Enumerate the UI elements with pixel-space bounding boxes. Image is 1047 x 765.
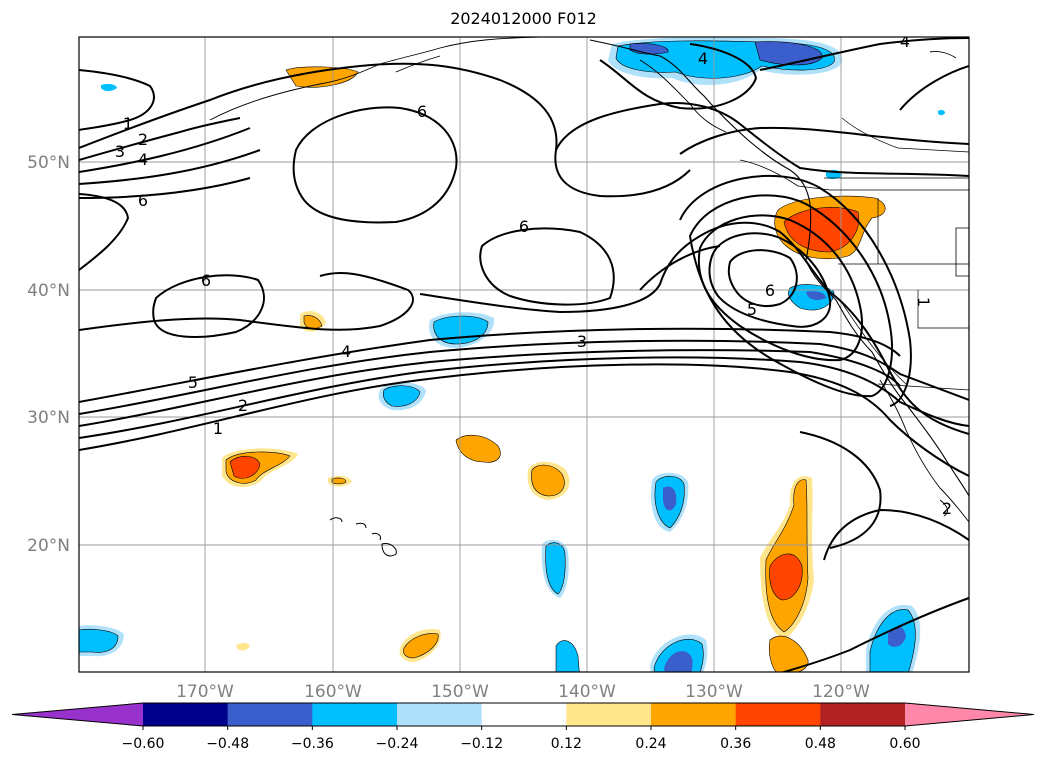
contour-label: 6 xyxy=(765,281,775,300)
lon-tick-label: 140°W xyxy=(558,682,616,702)
colorbar-tick-label: −0.12 xyxy=(460,736,503,752)
colorbar-tick-label: 0.48 xyxy=(805,736,836,752)
colorbar-tick-label: 0.60 xyxy=(889,736,920,752)
contour-label: 2 xyxy=(138,130,148,149)
contour-label: 1 xyxy=(213,419,223,438)
contour-label: 4 xyxy=(138,150,148,169)
contour-label: 6 xyxy=(201,271,211,290)
colorbar-extend-high xyxy=(905,703,1034,726)
lon-tick-labels: 170°W 160°W 150°W 140°W 130°W 120°W xyxy=(176,682,870,702)
contour-label: 6 xyxy=(138,191,148,210)
lon-tick-label: 120°W xyxy=(812,682,870,702)
map-title: 2024012000 F012 xyxy=(450,9,597,28)
contour-label-layer: 1 2 3 4 6 6 4 4 6 6 6 5 5 4 3 2 1 2 1 xyxy=(115,32,952,518)
colorbar-extend-low xyxy=(12,703,143,726)
contour-label: 2 xyxy=(238,396,248,415)
colorbar-segment xyxy=(651,703,737,726)
lat-tick-label: 20°N xyxy=(27,536,70,556)
lat-tick-label: 40°N xyxy=(27,281,70,301)
contour-label: 2 xyxy=(942,499,952,518)
colorbar: −0.60 −0.48 −0.36 −0.24 −0.12 0.12 0.24 0.36 0.4… xyxy=(11,702,1035,752)
contour-label: 4 xyxy=(698,49,708,68)
lon-tick-label: 170°W xyxy=(176,682,234,702)
lat-tick-labels: 50°N 40°N 30°N 20°N xyxy=(27,153,70,556)
lon-tick-label: 150°W xyxy=(431,682,489,702)
lat-tick-label: 30°N xyxy=(27,408,70,428)
colorbar-segment xyxy=(143,703,229,726)
contour-label: 3 xyxy=(577,332,587,351)
contour-label: 5 xyxy=(188,373,198,392)
colorbar-tick-label: −0.60 xyxy=(122,736,165,752)
coastlines xyxy=(209,37,969,557)
colorbar-tick-label: 0.12 xyxy=(551,736,582,752)
colorbar-segment xyxy=(397,703,483,726)
colorbar-segment xyxy=(227,703,313,726)
contour-label: 6 xyxy=(519,217,529,236)
colorbar-tick-label: −0.24 xyxy=(376,736,419,752)
colorbar-tick-label: 0.24 xyxy=(635,736,666,752)
colorbar-tick-label: −0.48 xyxy=(206,736,249,752)
map-panel: 1 2 3 4 6 6 4 4 6 6 6 5 5 4 3 2 1 2 1 xyxy=(79,32,969,672)
map-frame xyxy=(78,36,970,673)
lon-tick-label: 130°W xyxy=(685,682,743,702)
colorbar-tick-label: −0.36 xyxy=(291,736,334,752)
contour-label: 4 xyxy=(341,342,351,361)
colorbar-segment xyxy=(735,703,821,726)
contour-label: 1 xyxy=(914,297,933,307)
shaded-anomalies xyxy=(79,37,945,672)
lat-tick-label: 50°N xyxy=(27,153,70,173)
contour-lines xyxy=(79,37,969,672)
contour-label: 3 xyxy=(115,142,125,161)
contour-label: 4 xyxy=(900,32,910,51)
contour-label: 5 xyxy=(747,300,757,319)
colorbar-segment xyxy=(820,703,906,726)
colorbar-segment xyxy=(481,703,567,726)
contour-label: 1 xyxy=(123,114,133,133)
colorbar-segment xyxy=(312,703,398,726)
lon-tick-label: 160°W xyxy=(304,682,362,702)
colorbar-segment xyxy=(566,703,652,726)
colorbar-tick-label: 0.36 xyxy=(720,736,751,752)
contour-label: 6 xyxy=(417,102,427,121)
